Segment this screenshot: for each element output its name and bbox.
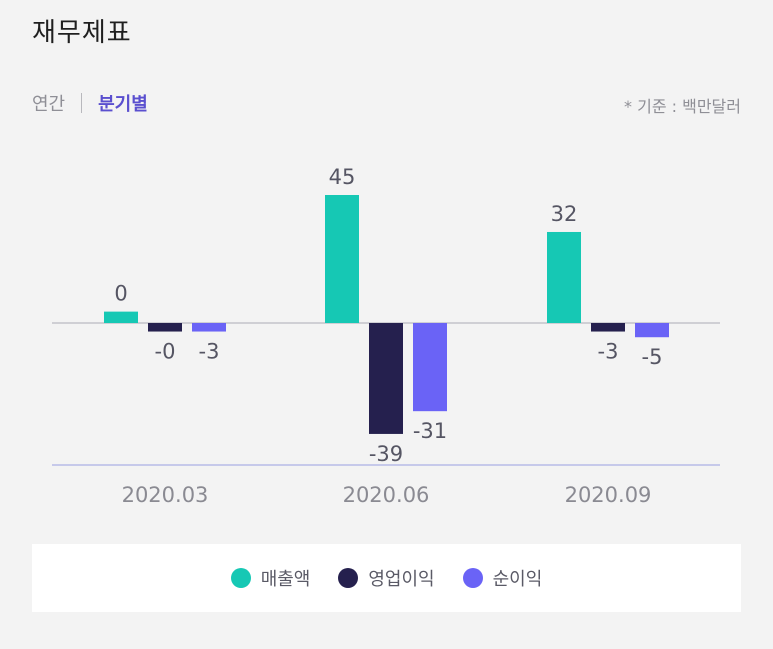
unit-note: * 기준 : 백만달러 (624, 97, 741, 116)
bar-label-operating-income-2020-03: -0 (155, 340, 176, 364)
bar-label-revenue-2020-09: 32 (551, 202, 578, 226)
legend-label-revenue: 매출액 (260, 569, 311, 590)
bar-net-income-2020-09[interactable] (635, 323, 669, 338)
bar-revenue-2020-09[interactable] (547, 231, 581, 323)
legend-dot-operating-income (338, 568, 359, 588)
bar-label-revenue-2020-06: 45 (329, 165, 356, 189)
legend-dot-net-income (462, 568, 483, 588)
bar-net-income-2020-06[interactable] (413, 323, 447, 412)
legend-label-net-income: 순이익 (492, 569, 543, 590)
bar-label-revenue-2020-03: 0 (114, 282, 127, 306)
bar-net-income-2020-03[interactable] (192, 323, 226, 332)
bar-label-net-income-2020-09: -5 (642, 345, 663, 369)
x-tick-label-2020-09: 2020.09 (565, 483, 652, 507)
tab-quarterly[interactable]: 분기별 (98, 94, 148, 115)
bar-label-net-income-2020-06: -31 (413, 419, 447, 443)
bar-operating-income-2020-09[interactable] (591, 323, 625, 332)
legend-dot-revenue (230, 568, 251, 588)
bar-label-operating-income-2020-09: -3 (598, 340, 619, 364)
legend-label-operating-income: 영업이익 (368, 569, 435, 590)
legend-item-operating-income[interactable]: 영업이익 (338, 565, 435, 591)
bar-label-net-income-2020-03: -3 (199, 340, 220, 364)
tab-divider (81, 93, 83, 113)
bar-revenue-2020-06[interactable] (325, 195, 359, 323)
page-title: 재무제표 (32, 18, 132, 48)
bar-label-operating-income-2020-06: -39 (369, 442, 403, 466)
period-tabs: 연간 분기별 (32, 90, 148, 116)
bar-revenue-2020-03[interactable] (104, 311, 138, 323)
x-tick-label-2020-06: 2020.06 (343, 483, 430, 507)
financial-bar-chart: 0 45 32 -0 -39 -3 -3 -31 -5 2020.03 2020.06 2020.0… (52, 165, 720, 507)
legend-item-net-income[interactable]: 순이익 (462, 565, 543, 591)
x-tick-label-2020-03: 2020.03 (122, 483, 209, 507)
bar-operating-income-2020-06[interactable] (369, 323, 403, 434)
bar-operating-income-2020-03[interactable] (148, 323, 182, 332)
chart-legend: 매출액 영업이익 순이익 (32, 544, 741, 612)
tab-annual[interactable]: 연간 (32, 94, 66, 115)
legend-item-revenue[interactable]: 매출액 (230, 565, 311, 591)
